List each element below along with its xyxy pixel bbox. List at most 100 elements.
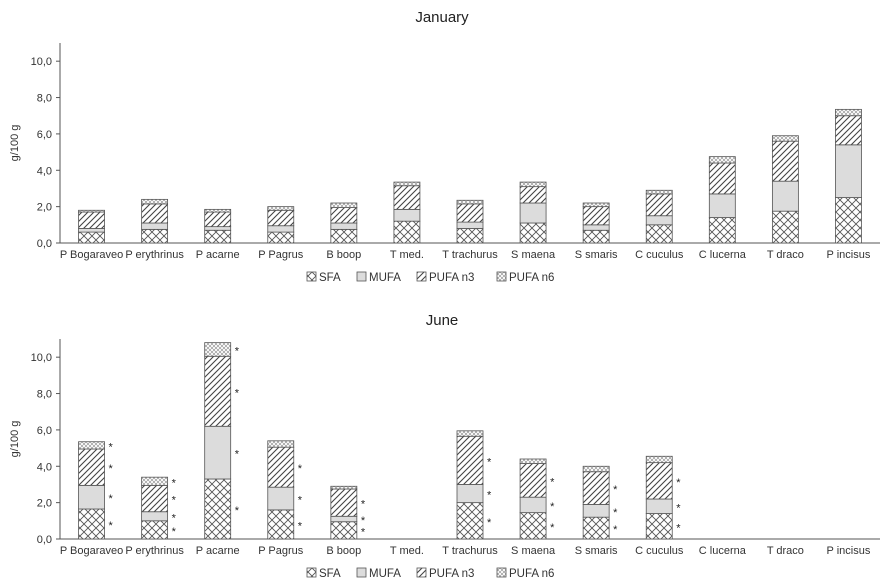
bar-segment-pufa-n3 <box>141 203 169 224</box>
significance-asterisk: * <box>235 449 240 461</box>
bar-segment-sfa <box>204 229 232 244</box>
legend-label-pufa-n3: PUFA n3 <box>429 568 474 580</box>
x-category-label: S maena <box>511 249 556 261</box>
bar-segment-mufa <box>204 226 232 231</box>
bar-segment-sfa <box>645 513 673 540</box>
y-tick-label: 0,0 <box>37 238 52 250</box>
bar-segment-pufa-n6 <box>204 342 232 357</box>
y-tick-label: 4,0 <box>37 461 52 473</box>
x-category-label: T med. <box>390 545 424 557</box>
significance-asterisk: * <box>109 493 114 505</box>
bar-segment-pufa-n3 <box>204 355 232 427</box>
bar-segment-mufa <box>582 224 610 231</box>
bar-segment-pufa-n3 <box>204 211 232 228</box>
bar-segment-mufa <box>141 222 169 230</box>
bar-segment-pufa-n6 <box>204 208 232 213</box>
significance-asterisk: * <box>550 522 555 534</box>
bar-segment-pufa-n6 <box>141 476 169 486</box>
bar-segment-sfa <box>141 520 169 540</box>
significance-asterisk: * <box>109 463 114 475</box>
bar-segment-pufa-n3 <box>78 211 105 229</box>
significance-asterisk: * <box>298 495 303 507</box>
x-category-label: T med. <box>390 249 424 261</box>
legend-label-mufa: MUFA <box>369 568 401 580</box>
bar-segment-mufa <box>78 228 105 233</box>
chart-title: June <box>426 312 459 329</box>
bar-segment-sfa <box>519 512 547 540</box>
chart-january: January g/100 g 0,0 2,0 4,0 6,0 8,0 10,0 P Bogar… <box>9 9 880 284</box>
bar-segment-mufa <box>78 484 105 510</box>
legend-label-sfa: SFA <box>319 272 341 284</box>
bar-segment-mufa <box>519 202 547 224</box>
x-category-label: C lucerna <box>699 249 747 261</box>
legend-swatch-sfa <box>306 567 317 578</box>
legend-label-pufa-n6: PUFA n6 <box>509 272 554 284</box>
significance-asterisk: * <box>550 501 555 513</box>
y-tick-label: 2,0 <box>37 498 52 510</box>
x-category-label: C cuculus <box>635 545 684 557</box>
bar-segment-pufa-n6 <box>456 199 484 205</box>
bar-segment-pufa-n3 <box>519 186 547 204</box>
bar-segment-pufa-n6 <box>78 441 105 450</box>
significance-asterisk: * <box>109 441 114 453</box>
bar-segment-mufa <box>330 222 358 230</box>
bar-segment-sfa <box>582 516 610 540</box>
bar-segment-sfa <box>141 228 169 244</box>
bar-segment-pufa-n6 <box>519 458 547 464</box>
bar-segment-sfa <box>645 224 673 244</box>
significance-asterisk: * <box>298 463 303 475</box>
bar-segment-mufa <box>267 486 295 511</box>
legend-swatch-pufa-n3 <box>416 271 427 282</box>
legend-label-sfa: SFA <box>319 568 341 580</box>
bar-segment-pufa-n6 <box>330 485 358 490</box>
bar-segment-pufa-n6 <box>519 181 547 188</box>
bar-segment-pufa-n3 <box>519 463 547 498</box>
bar-segment-pufa-n3 <box>330 207 358 224</box>
y-tick-label: 0,0 <box>37 534 52 546</box>
bar-segment-pufa-n3 <box>708 162 736 195</box>
bar-segment-sfa <box>78 508 105 540</box>
bar-segment-mufa <box>267 225 295 233</box>
bar-segment-pufa-n6 <box>330 202 358 208</box>
bar-segment-sfa <box>330 228 358 244</box>
significance-asterisk: * <box>361 526 366 538</box>
y-tick-label: 6,0 <box>37 425 52 437</box>
significance-asterisk: * <box>613 484 618 496</box>
x-category-label: S smaris <box>575 249 618 261</box>
bar-segment-mufa <box>835 144 862 198</box>
bar-segment-mufa <box>456 484 484 504</box>
bar-segment-pufa-n6 <box>267 440 295 448</box>
significance-asterisk: * <box>235 505 240 517</box>
bar-segment-pufa-n6 <box>456 430 484 437</box>
significance-asterisk: * <box>235 387 240 399</box>
significance-asterisk: * <box>613 524 618 536</box>
significance-asterisk: * <box>361 515 366 527</box>
significance-asterisk: * <box>550 476 555 488</box>
y-tick-label: 8,0 <box>37 389 52 401</box>
significance-asterisk: * <box>172 526 177 538</box>
bar-segment-mufa <box>330 515 358 523</box>
y-axis-label: g/100 g <box>9 421 21 458</box>
bar-segment-pufa-n3 <box>771 140 799 182</box>
y-tick-label: 4,0 <box>37 165 52 177</box>
x-category-label: P Pagrus <box>258 249 304 261</box>
legend-swatch-pufa-n6 <box>496 271 507 282</box>
bar-segment-mufa <box>771 180 799 212</box>
significance-asterisk: * <box>361 499 366 511</box>
x-category-label: P incisus <box>827 249 871 261</box>
bar-segment-sfa <box>519 222 547 244</box>
y-tick-label: 8,0 <box>37 93 52 105</box>
bar-segment-sfa <box>78 231 105 244</box>
significance-asterisk: * <box>676 502 681 514</box>
x-category-label: B boop <box>326 249 361 261</box>
y-tick-label: 10,0 <box>31 352 52 364</box>
bar-segment-pufa-n3 <box>645 193 673 217</box>
significance-asterisk: * <box>613 507 618 519</box>
legend-swatch-mufa <box>356 271 367 282</box>
bar-segment-sfa <box>393 220 421 244</box>
legend: SFA MUFA PUFA n3 PUFA n6 <box>306 567 554 580</box>
bar-segment-sfa <box>267 231 295 244</box>
bar-segment-mufa <box>519 496 547 514</box>
bar-segment-pufa-n6 <box>645 189 673 195</box>
